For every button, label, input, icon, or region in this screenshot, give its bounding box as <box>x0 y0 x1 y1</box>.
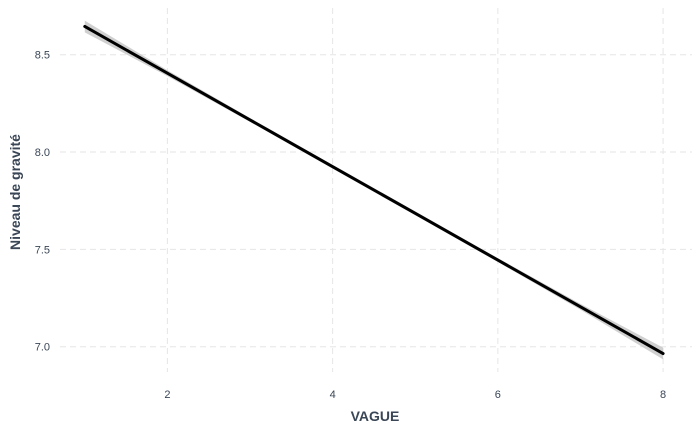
series-line-group <box>83 24 665 356</box>
x-tick-label: 2 <box>164 389 170 401</box>
y-tick-label: 7.0 <box>35 342 50 354</box>
y-tick-labels: 7.0 7.5 8.0 8.5 <box>35 50 50 354</box>
x-tick-label: 6 <box>495 389 501 401</box>
x-tick-label: 8 <box>660 389 666 401</box>
y-tick-label: 8.0 <box>35 147 50 159</box>
y-axis-title: Niveau de gravité <box>7 134 23 250</box>
y-tick-label: 8.5 <box>35 50 50 62</box>
x-tick-label: 4 <box>330 389 336 401</box>
x-axis-title: VAGUE <box>351 408 400 424</box>
x-tick-labels: 2 4 6 8 <box>164 389 666 401</box>
grid <box>60 8 692 372</box>
y-tick-label: 7.5 <box>35 244 50 256</box>
series-line <box>83 24 665 356</box>
